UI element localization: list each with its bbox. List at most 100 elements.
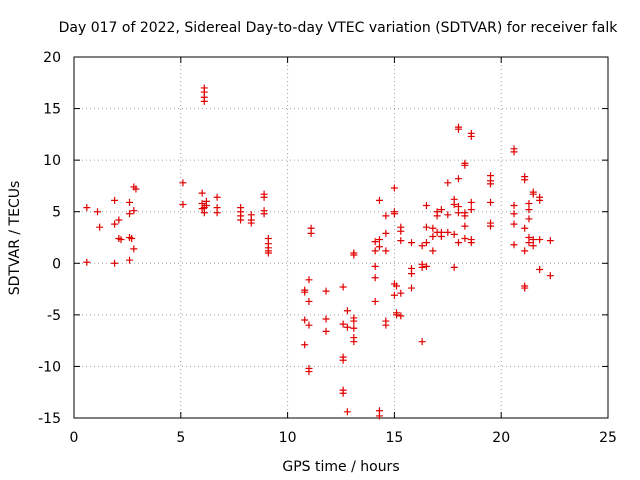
- data-point: [382, 229, 390, 237]
- data-point: [393, 311, 401, 319]
- data-point: [525, 206, 533, 214]
- data-point: [126, 210, 134, 218]
- data-point: [375, 196, 383, 204]
- data-point: [339, 283, 347, 291]
- data-point: [418, 242, 426, 250]
- data-point: [200, 209, 208, 217]
- data-point: [510, 210, 518, 218]
- data-point: [422, 202, 430, 210]
- data-point: [510, 220, 518, 228]
- data-point: [382, 321, 390, 329]
- axis-ticks: 0 5 10 15 20 25 20 15 10 5 0 -5 -10 -15: [38, 50, 617, 446]
- data-point: [307, 229, 315, 237]
- data-point: [444, 228, 452, 236]
- data-point: [510, 148, 518, 156]
- y-tick-label: -5: [47, 308, 61, 324]
- data-point: [371, 262, 379, 270]
- data-point: [339, 356, 347, 364]
- y-tick-label: 0: [52, 256, 61, 272]
- data-point: [301, 316, 309, 324]
- data-point: [322, 315, 330, 323]
- data-point: [546, 272, 554, 280]
- data-point: [454, 175, 462, 183]
- data-points: [83, 84, 554, 420]
- y-tick-label: -15: [38, 411, 61, 427]
- data-point: [467, 206, 475, 214]
- y-axis-title: SDTVAR / TECUs: [7, 181, 23, 296]
- data-point: [339, 320, 347, 328]
- data-point: [111, 220, 119, 228]
- x-tick-label: 20: [492, 430, 510, 446]
- y-tick-label: 20: [43, 50, 61, 66]
- data-point: [521, 176, 529, 184]
- data-point: [350, 317, 358, 325]
- data-point: [525, 239, 533, 247]
- data-point: [264, 249, 272, 257]
- x-tick-label: 5: [176, 430, 185, 446]
- data-point: [461, 212, 469, 220]
- x-tick-label: 0: [70, 430, 79, 446]
- x-tick-label: 10: [279, 430, 297, 446]
- data-point: [111, 259, 119, 267]
- chart-title: Day 017 of 2022, Sidereal Day-to-day VTE…: [59, 20, 619, 36]
- data-point: [422, 262, 430, 270]
- data-point: [111, 196, 119, 204]
- data-point: [260, 193, 268, 201]
- data-point: [126, 198, 134, 206]
- data-point: [96, 223, 104, 231]
- data-point: [390, 184, 398, 192]
- data-point: [510, 202, 518, 210]
- data-point: [546, 237, 554, 245]
- data-point: [536, 196, 544, 204]
- data-point: [536, 236, 544, 244]
- data-point: [487, 198, 495, 206]
- data-point: [132, 185, 140, 193]
- data-point: [322, 327, 330, 335]
- data-point: [467, 132, 475, 140]
- data-point: [407, 239, 415, 247]
- data-point: [343, 408, 351, 416]
- data-point: [305, 297, 313, 305]
- data-point: [521, 284, 529, 292]
- data-point: [450, 200, 458, 208]
- data-point: [397, 312, 405, 320]
- data-point: [390, 210, 398, 218]
- data-point: [521, 224, 529, 232]
- data-point: [461, 235, 469, 243]
- data-point: [375, 412, 383, 420]
- data-point: [454, 209, 462, 217]
- data-point: [350, 324, 358, 332]
- data-point: [422, 239, 430, 247]
- data-point: [371, 274, 379, 282]
- data-point: [467, 239, 475, 247]
- data-point: [339, 389, 347, 397]
- data-point: [450, 230, 458, 238]
- data-point: [305, 276, 313, 284]
- data-point: [382, 247, 390, 255]
- data-point: [93, 208, 101, 216]
- data-point: [350, 251, 358, 259]
- data-point: [126, 256, 134, 264]
- data-point: [83, 258, 91, 266]
- data-point: [371, 247, 379, 255]
- data-point: [429, 232, 437, 240]
- data-point: [371, 238, 379, 246]
- data-point: [418, 263, 426, 271]
- y-tick-label: 15: [43, 102, 61, 118]
- data-point: [301, 288, 309, 296]
- data-point: [444, 179, 452, 187]
- data-point: [393, 282, 401, 290]
- data-point: [397, 227, 405, 235]
- data-point: [200, 97, 208, 105]
- data-point: [343, 307, 351, 315]
- data-point: [350, 338, 358, 346]
- data-point: [454, 203, 462, 211]
- data-point: [433, 212, 441, 220]
- data-point: [375, 243, 383, 251]
- data-point: [117, 236, 125, 244]
- data-point: [390, 291, 398, 299]
- data-point: [407, 284, 415, 292]
- data-point: [461, 161, 469, 169]
- data-point: [83, 204, 91, 212]
